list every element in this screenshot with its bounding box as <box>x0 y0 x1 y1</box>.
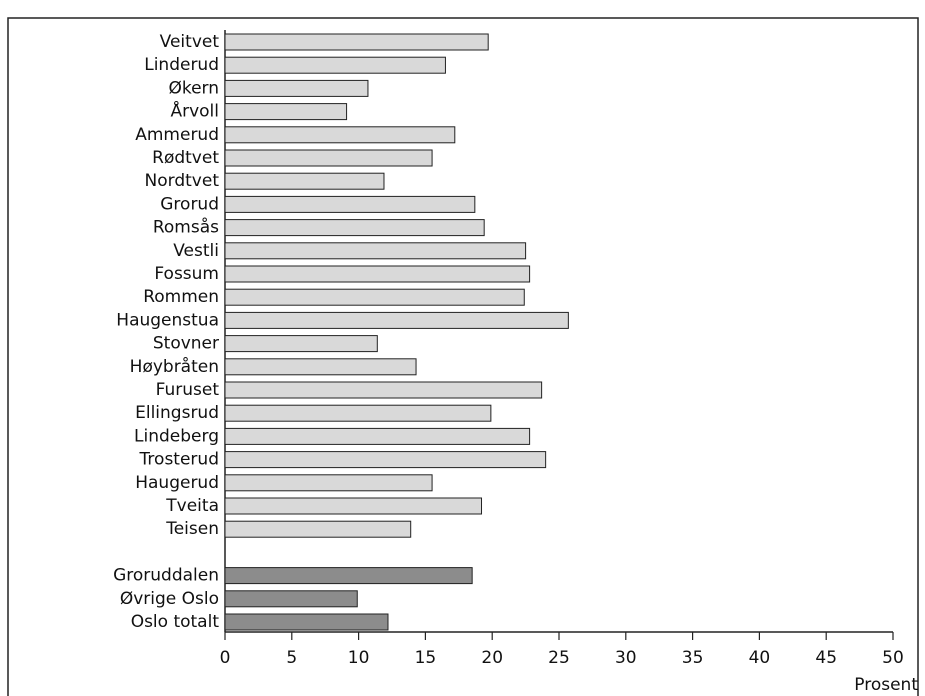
y-tick-label: Nordtvet <box>145 171 220 191</box>
y-tick-label: Linderud <box>144 55 219 75</box>
x-tick-label: 50 <box>882 648 904 668</box>
bar <box>224 474 433 492</box>
y-tick-label: Rødtvet <box>152 148 219 168</box>
y-tick-label: Årvoll <box>170 100 219 122</box>
bar <box>224 311 569 329</box>
x-tick-label: 20 <box>481 648 503 668</box>
x-tick-label: 30 <box>615 648 637 668</box>
x-tick-label: 15 <box>415 648 437 668</box>
bar <box>224 381 543 399</box>
y-tick-label: Furuset <box>156 380 220 400</box>
y-tick-label: Teisen <box>165 519 219 539</box>
x-tick-label: 0 <box>220 648 231 668</box>
bar <box>224 451 547 469</box>
bar <box>224 242 527 260</box>
y-tick-label: Romsås <box>153 217 219 238</box>
bar <box>224 219 485 237</box>
x-tick-label: 45 <box>815 648 837 668</box>
x-tick-label: 5 <box>286 648 297 668</box>
bar <box>224 427 531 445</box>
x-axis-label: Prosent <box>854 675 918 695</box>
y-tick-label: Trosterud <box>139 450 219 470</box>
y-tick-label: Ellingsrud <box>135 403 219 423</box>
bar <box>224 590 358 608</box>
bar <box>224 404 492 422</box>
y-tick-label: Ammerud <box>135 125 219 145</box>
bar <box>224 288 525 306</box>
bar <box>224 613 389 631</box>
y-tick-label: Grorud <box>160 194 219 214</box>
y-tick-label: Økern <box>168 78 219 98</box>
bar <box>224 172 385 190</box>
bar <box>224 79 369 97</box>
bar <box>224 149 433 167</box>
y-tick-label: Oslo totalt <box>131 612 220 632</box>
y-tick-label: Haugerud <box>135 473 219 493</box>
y-tick-label: Tveita <box>165 496 219 516</box>
x-tick-label: 40 <box>749 648 771 668</box>
y-tick-label: Lindeberg <box>134 426 219 446</box>
y-tick-label: Høybråten <box>130 356 219 377</box>
bar <box>224 103 348 121</box>
bar <box>224 335 378 353</box>
bar <box>224 33 489 51</box>
y-tick-label: Groruddalen <box>113 566 219 586</box>
bar <box>224 520 412 538</box>
frame <box>7 17 919 696</box>
bar <box>224 265 531 283</box>
x-tick-label: 25 <box>548 648 570 668</box>
bar <box>224 126 456 144</box>
x-tick-label: 10 <box>348 648 370 668</box>
y-tick-label: Haugenstua <box>116 310 219 330</box>
y-tick-label: Øvrige Oslo <box>120 589 219 609</box>
bar <box>224 56 446 74</box>
y-tick-label: Vestli <box>173 241 219 261</box>
y-tick-label: Fossum <box>154 264 219 284</box>
bar <box>224 497 483 515</box>
bar <box>224 567 473 585</box>
y-tick-label: Veitvet <box>160 32 220 52</box>
y-tick-label: Stovner <box>153 334 219 354</box>
bar <box>224 358 417 376</box>
y-tick-label: Rommen <box>143 287 219 307</box>
bar <box>224 195 476 213</box>
x-tick-label: 35 <box>682 648 704 668</box>
